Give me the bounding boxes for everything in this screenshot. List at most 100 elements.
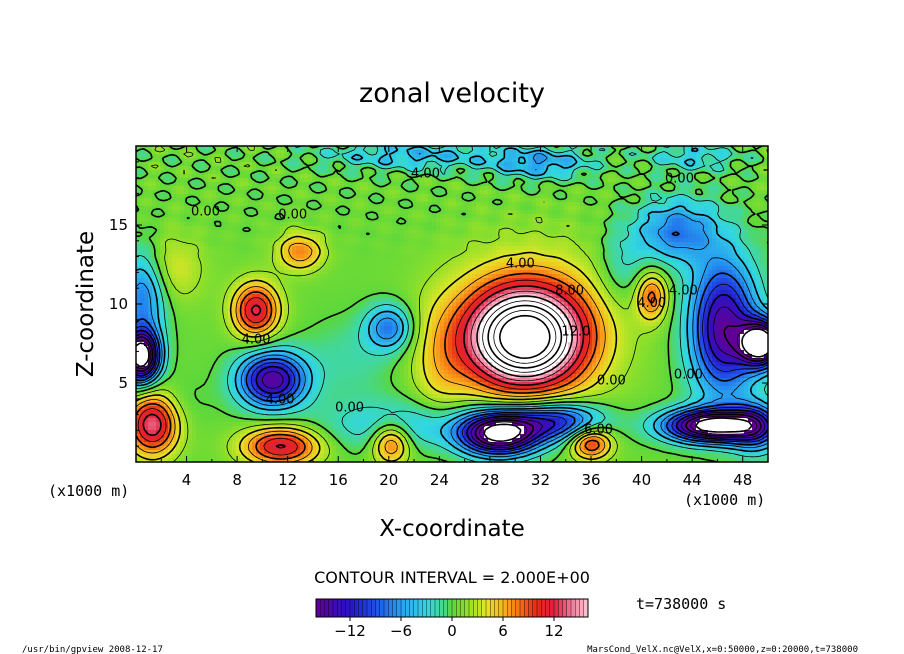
field-cell bbox=[388, 206, 393, 211]
field-cell bbox=[736, 166, 741, 171]
field-cell bbox=[600, 198, 605, 203]
field-cell bbox=[496, 254, 501, 259]
field-cell bbox=[556, 226, 561, 231]
field-cell bbox=[264, 238, 269, 243]
field-cell bbox=[736, 258, 741, 263]
field-cell bbox=[356, 222, 361, 227]
field-cell bbox=[504, 182, 509, 187]
field-cell bbox=[516, 222, 521, 227]
field-cell bbox=[616, 214, 621, 219]
field-cell bbox=[680, 146, 685, 151]
field-cell bbox=[192, 170, 197, 175]
field-cell bbox=[720, 250, 725, 255]
field-cell bbox=[672, 154, 677, 159]
field-cell bbox=[316, 162, 321, 167]
field-cell bbox=[696, 234, 701, 239]
field-cell bbox=[404, 246, 409, 251]
field-cell bbox=[512, 190, 517, 195]
field-cell bbox=[728, 146, 733, 151]
field-cell bbox=[492, 210, 497, 215]
field-cell bbox=[224, 186, 229, 191]
field-cell bbox=[612, 230, 617, 235]
field-cell bbox=[632, 202, 637, 207]
field-cell bbox=[324, 162, 329, 167]
field-cell bbox=[140, 202, 145, 207]
field-cell bbox=[740, 222, 745, 227]
field-cell bbox=[512, 150, 517, 155]
field-cell bbox=[528, 194, 533, 199]
field-cell bbox=[256, 254, 261, 259]
field-cell bbox=[164, 254, 169, 259]
field-cell bbox=[324, 214, 329, 219]
field-cell bbox=[496, 242, 501, 247]
field-cell bbox=[728, 178, 733, 183]
field-cell bbox=[540, 198, 545, 203]
field-cell bbox=[164, 234, 169, 239]
field-cell bbox=[268, 186, 273, 191]
field-cell bbox=[500, 234, 505, 239]
field-cell bbox=[240, 254, 245, 259]
field-cell bbox=[264, 242, 269, 247]
field-cell bbox=[276, 242, 281, 247]
field-cell bbox=[296, 198, 301, 203]
field-cell bbox=[344, 222, 349, 227]
field-cell bbox=[344, 190, 349, 195]
field-cell bbox=[672, 238, 677, 243]
field-cell bbox=[560, 246, 565, 251]
field-cell bbox=[664, 178, 669, 183]
field-cell bbox=[692, 262, 697, 267]
field-cell bbox=[400, 166, 405, 171]
field-cell bbox=[648, 258, 653, 263]
field-cell bbox=[452, 266, 457, 271]
field-cell bbox=[208, 150, 213, 155]
field-cell bbox=[448, 166, 453, 171]
field-cell bbox=[224, 226, 229, 231]
field-cell bbox=[256, 206, 261, 211]
field-cell bbox=[140, 246, 145, 251]
field-cell bbox=[264, 270, 269, 275]
field-cell bbox=[480, 258, 485, 263]
field-cell bbox=[532, 182, 537, 187]
field-cell bbox=[576, 230, 581, 235]
field-cell bbox=[448, 206, 453, 211]
field-cell bbox=[616, 218, 621, 223]
field-cell bbox=[160, 150, 165, 155]
field-cell bbox=[312, 166, 317, 171]
field-cell bbox=[228, 150, 233, 155]
field-cell bbox=[664, 246, 669, 251]
field-cell bbox=[672, 222, 677, 227]
field-cell bbox=[580, 254, 585, 259]
field-cell bbox=[760, 266, 765, 271]
field-cell bbox=[572, 198, 577, 203]
field-cell bbox=[204, 186, 209, 191]
field-cell bbox=[204, 166, 209, 171]
field-cell bbox=[480, 186, 485, 191]
field-cell bbox=[308, 270, 313, 275]
field-cell bbox=[524, 246, 529, 251]
field-cell bbox=[396, 158, 401, 163]
field-cell bbox=[224, 190, 229, 195]
field-cell bbox=[276, 146, 281, 151]
field-cell bbox=[256, 242, 261, 247]
field-cell bbox=[408, 178, 413, 183]
field-cell bbox=[324, 206, 329, 211]
field-cell bbox=[648, 202, 653, 207]
field-cell bbox=[500, 150, 505, 155]
field-cell bbox=[576, 182, 581, 187]
field-cell bbox=[652, 174, 657, 179]
field-cell bbox=[764, 230, 768, 235]
field-cell bbox=[192, 214, 197, 219]
field-cell bbox=[760, 146, 765, 151]
field-cell bbox=[412, 270, 417, 275]
field-cell bbox=[244, 170, 249, 175]
field-cell bbox=[288, 266, 293, 271]
field-cell bbox=[180, 214, 185, 219]
field-cell bbox=[648, 250, 653, 255]
field-cell bbox=[188, 266, 193, 271]
field-cell bbox=[168, 190, 173, 195]
field-cell bbox=[652, 266, 657, 271]
field-cell bbox=[436, 214, 441, 219]
field-cell bbox=[764, 154, 768, 159]
field-cell bbox=[272, 170, 277, 175]
field-cell bbox=[728, 214, 733, 219]
